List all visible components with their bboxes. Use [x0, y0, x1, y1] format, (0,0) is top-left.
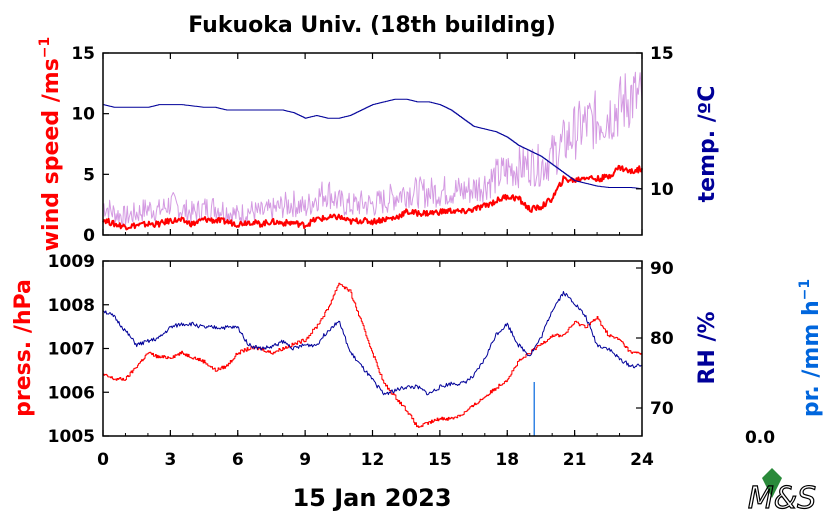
top-series-group: [102, 71, 643, 231]
logo-leaf-icon: [762, 468, 782, 498]
press-series: [103, 282, 643, 428]
x-tick-label: 6: [232, 450, 244, 470]
pr-axis-label: pr. /mm h: [799, 300, 824, 417]
temp-series: [103, 98, 643, 190]
bottom-axis-ticks: 0 3 6 9 12 15 18 21 24 1005 1006 1007 1008 1009 70 80 90: [48, 252, 674, 470]
top-panel: 0 5 10 15 10 15 wind speed /ms−1 temp. /ºC: [37, 37, 720, 252]
left-y-tick-label: 1006: [48, 383, 95, 403]
right-y-tick-label: 80: [650, 329, 674, 349]
logo-text: M&S: [748, 481, 816, 516]
left-y-tick-label: 5: [83, 165, 95, 185]
wind-raw-series: [102, 71, 643, 227]
pr-axis-label-sup: −1: [797, 279, 813, 300]
chart-title: Fukuoka Univ. (18th building): [188, 13, 556, 38]
right-y-tick-label: 90: [650, 259, 674, 279]
right-y-tick-label: 70: [650, 399, 674, 419]
left-y-tick-label: 1008: [48, 296, 95, 316]
x-tick-label: 24: [630, 450, 654, 470]
x-tick-label: 18: [495, 450, 519, 470]
x-tick-label: 21: [563, 450, 587, 470]
x-tick-label: 3: [164, 450, 176, 470]
wind-axis-label: wind speed /ms: [39, 58, 64, 251]
left-y-tick-label: 1005: [48, 427, 95, 447]
pr-axis-title: pr. /mm h−1: [797, 279, 824, 417]
wind-axis-title: wind speed /ms−1: [37, 37, 64, 252]
x-tick-label: 9: [299, 450, 311, 470]
left-y-tick-label: 0: [83, 226, 95, 246]
wind-mean-series: [102, 164, 643, 231]
bottom-series-group: [102, 282, 643, 436]
left-y-tick-label: 1007: [48, 340, 95, 360]
rh-axis-title: RH /%: [695, 311, 720, 384]
rh-series: [102, 291, 643, 396]
bottom-panel: 0 3 6 9 12 15 18 21 24 1005 1006 1007 1008 1009 70 80 90…: [11, 252, 824, 470]
x-tick-label: 0: [97, 450, 109, 470]
left-y-tick-label: 10: [71, 105, 95, 125]
left-y-tick-label: 15: [71, 44, 95, 64]
right-y-tick-label: 15: [650, 44, 674, 64]
date-label: 15 Jan 2023: [292, 484, 451, 512]
temp-axis-title: temp. /ºC: [695, 86, 720, 203]
pr-value-label: 0.0: [745, 428, 775, 448]
press-axis-title: press. /hPa: [11, 279, 36, 417]
right-y-tick-label: 10: [650, 180, 674, 200]
bottom-plot-frame: [102, 260, 643, 437]
lab-logo: M&S: [747, 468, 817, 517]
left-y-tick-label: 1009: [48, 252, 95, 272]
top-axis-ticks: 0 5 10 15 10 15: [71, 44, 674, 246]
x-tick-label: 12: [361, 450, 385, 470]
top-plot-frame: [102, 52, 643, 236]
x-tick-label: 15: [428, 450, 452, 470]
wind-axis-label-sup: −1: [37, 37, 53, 58]
